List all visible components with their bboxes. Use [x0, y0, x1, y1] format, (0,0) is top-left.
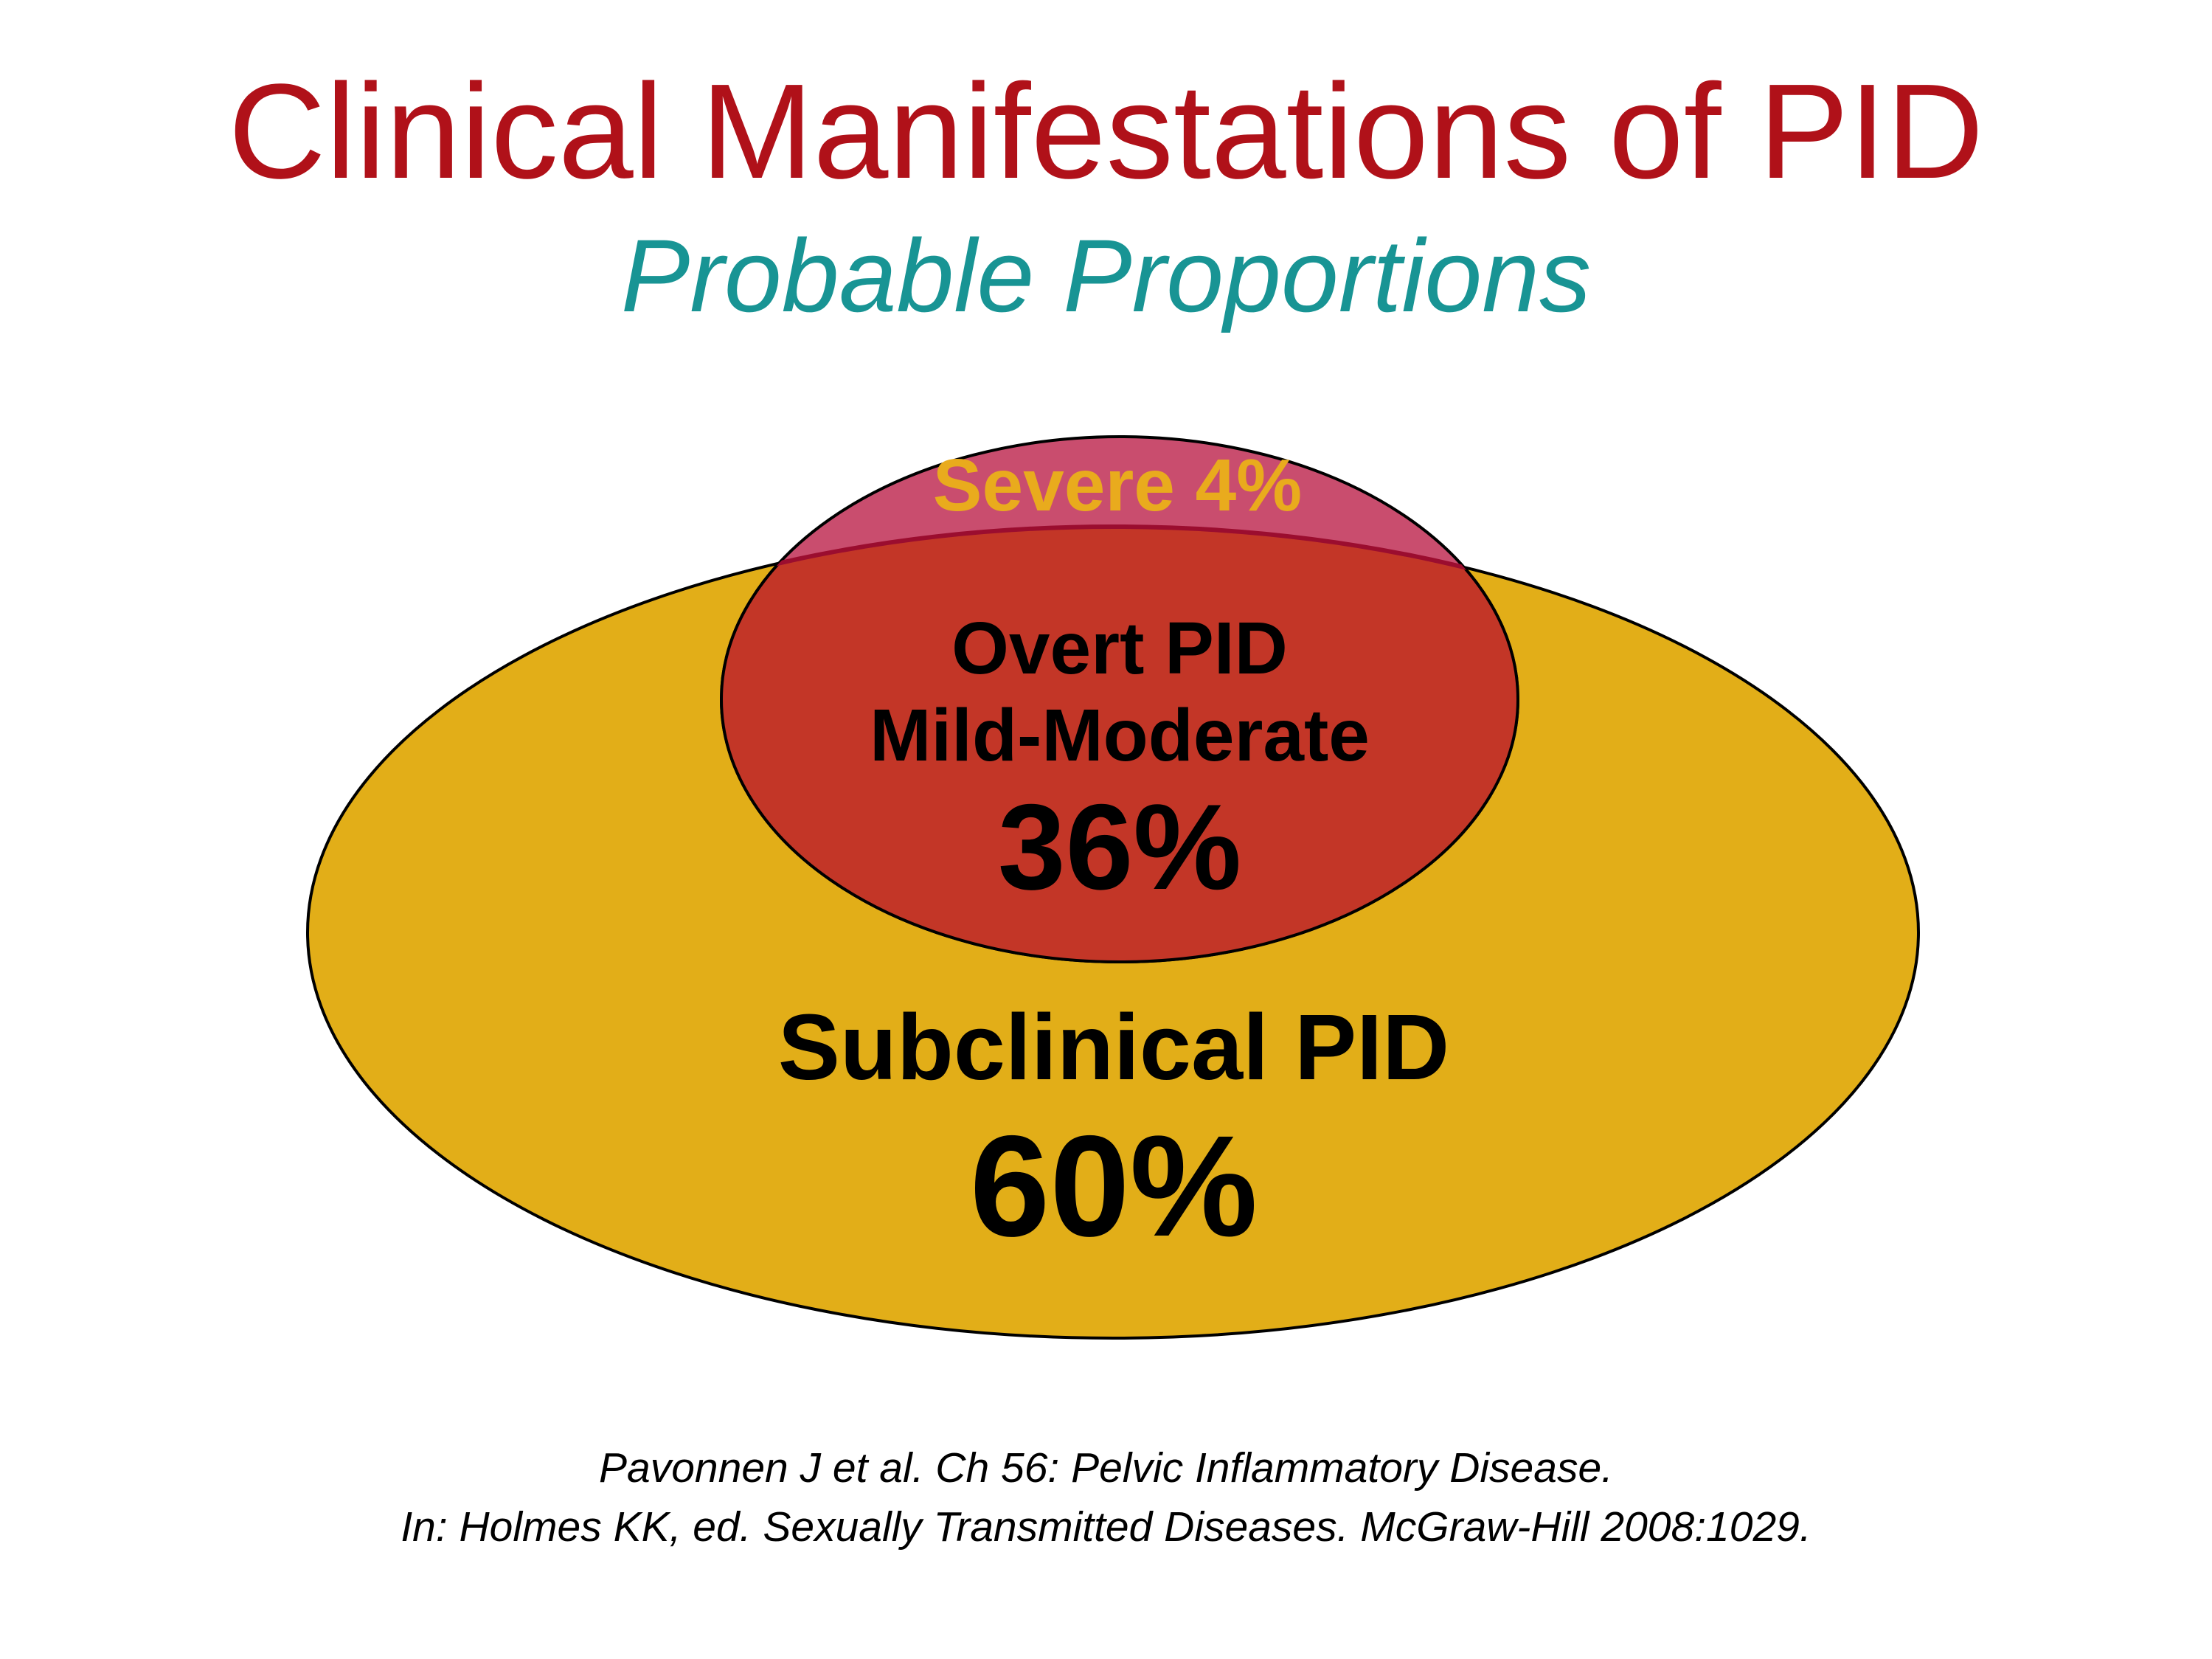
citation: Pavonnen J et al. Ch 56: Pelvic Inflamma…: [0, 1438, 2212, 1556]
overt-label-block: Overt PID Mild-Moderate 36%: [870, 605, 1370, 915]
subclinical-value: 60%: [969, 1106, 1258, 1267]
citation-line-2: In: Holmes KK, ed. Sexually Transmitted …: [401, 1503, 1811, 1551]
subclinical-label-block: Subclinical PID 60%: [778, 991, 1449, 1270]
severe-label: Severe 4%: [932, 444, 1303, 527]
severe-overt-boundary-arc: [721, 524, 1518, 962]
slide-title: Clinical Manifestations of PID: [228, 55, 1984, 207]
overt-label-line1: Overt PID: [951, 607, 1288, 690]
citation-line-1: Pavonnen J et al. Ch 56: Pelvic Inflamma…: [599, 1444, 1613, 1492]
overt-ellipse: [720, 527, 1519, 963]
subclinical-label: Subclinical PID: [777, 995, 1450, 1099]
overt-label-line2: Mild-Moderate: [870, 694, 1370, 777]
slide-subtitle: Probable Proportions: [620, 218, 1592, 333]
overt-value: 36%: [997, 779, 1242, 915]
